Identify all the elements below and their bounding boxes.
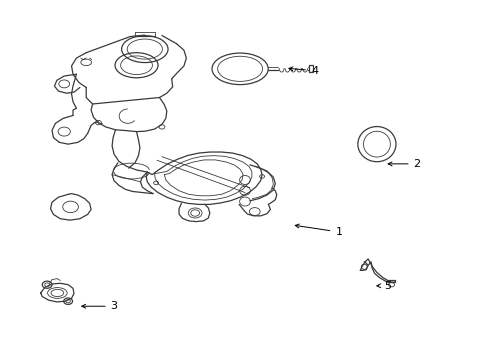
Text: 5: 5 [377, 281, 391, 291]
Text: 2: 2 [388, 159, 421, 169]
Text: 3: 3 [82, 301, 118, 311]
Text: 4: 4 [289, 66, 318, 76]
Text: 1: 1 [295, 224, 343, 237]
